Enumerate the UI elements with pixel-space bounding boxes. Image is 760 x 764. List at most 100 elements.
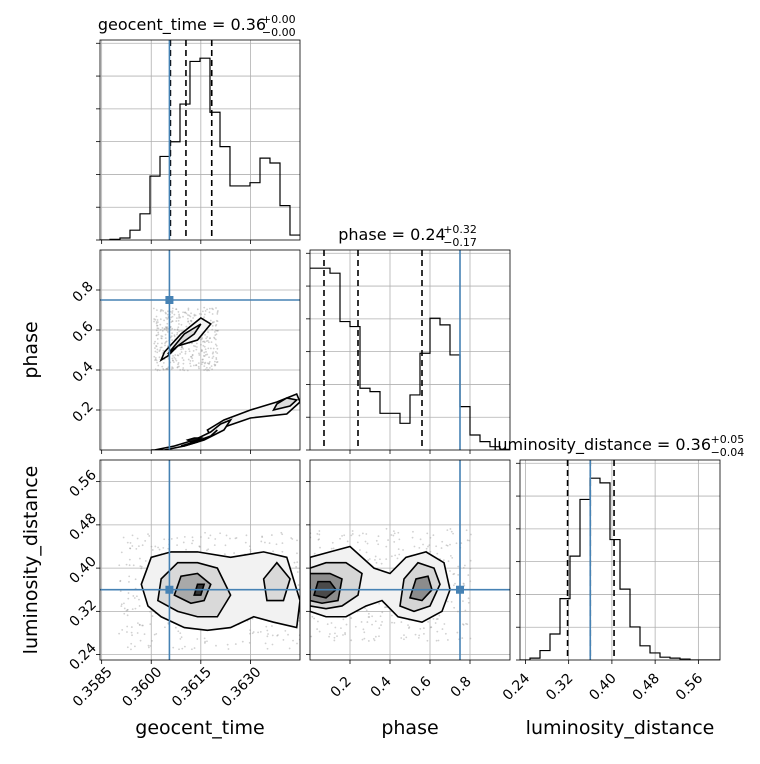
scatter-point xyxy=(177,319,180,322)
scatter-point xyxy=(318,530,321,532)
scatter-point xyxy=(211,357,214,360)
scatter-point xyxy=(403,638,405,641)
scatter-point xyxy=(128,575,131,578)
scatter-point xyxy=(200,350,203,353)
scatter-point xyxy=(342,634,344,636)
scatter-point xyxy=(464,609,467,612)
scatter-point xyxy=(343,534,346,537)
scatter-point xyxy=(331,541,334,544)
scatter-point xyxy=(350,534,353,537)
title-text: phase = 0.24 xyxy=(338,225,445,244)
scatter-point xyxy=(162,367,165,370)
x-tick-label: 0.3615 xyxy=(169,664,215,710)
panel-frame xyxy=(309,459,511,661)
scatter-point xyxy=(147,533,149,536)
scatter-point xyxy=(308,549,310,551)
scatter-point xyxy=(359,549,361,551)
scatter-point xyxy=(139,565,142,568)
scatter-point xyxy=(127,592,130,594)
scatter-point xyxy=(275,543,278,546)
scatter-point xyxy=(160,309,163,311)
scatter-point xyxy=(450,530,453,533)
scatter-point xyxy=(130,642,133,645)
scatter-point xyxy=(204,642,206,644)
scatter-point xyxy=(122,536,125,539)
scatter-point xyxy=(154,356,157,359)
scatter-point xyxy=(380,624,382,626)
scatter-point xyxy=(182,347,184,350)
scatter-point xyxy=(291,628,293,630)
scatter-point xyxy=(209,534,212,537)
scatter-point xyxy=(211,321,214,324)
contour-line xyxy=(310,545,451,624)
scatter-point xyxy=(206,353,209,356)
y-tick-label: 0.8 xyxy=(70,279,97,306)
y-tick-label: 0.48 xyxy=(66,510,99,543)
scatter-point xyxy=(166,368,169,371)
scatter-point xyxy=(136,537,139,540)
scatter-point xyxy=(293,566,295,568)
scatter-point xyxy=(209,347,212,350)
scatter-point xyxy=(334,626,337,629)
scatter-point xyxy=(155,321,158,323)
scatter-point xyxy=(270,534,273,536)
scatter-point xyxy=(200,336,203,339)
scatter-point xyxy=(414,633,417,636)
scatter-point xyxy=(165,368,167,371)
scatter-point xyxy=(419,627,422,630)
scatter-point xyxy=(235,537,238,539)
scatter-point xyxy=(340,627,342,630)
scatter-point xyxy=(178,365,180,368)
scatter-point xyxy=(176,333,178,336)
scatter-point xyxy=(171,359,174,362)
scatter-point xyxy=(214,350,217,353)
scatter-point xyxy=(165,327,168,329)
scatter-point xyxy=(171,312,174,314)
title-text: geocent_time = 0.36 xyxy=(98,15,266,35)
scatter-point xyxy=(307,537,309,539)
contour-line xyxy=(310,572,343,605)
scatter-point xyxy=(176,354,179,357)
scatter-point xyxy=(166,331,169,333)
scatter-point xyxy=(296,571,299,573)
scatter-point xyxy=(129,547,132,550)
scatter-point xyxy=(205,366,208,369)
scatter-point xyxy=(244,541,247,544)
scatter-point xyxy=(176,366,179,368)
scatter-point xyxy=(173,334,176,337)
scatter-point xyxy=(203,637,206,640)
scatter-point xyxy=(449,554,452,557)
scatter-point xyxy=(217,329,220,332)
scatter-point xyxy=(129,547,131,550)
scatter-point xyxy=(181,346,184,349)
scatter-point xyxy=(130,626,133,628)
scatter-point xyxy=(374,558,376,561)
scatter-point xyxy=(179,369,182,371)
scatter-point xyxy=(128,564,131,567)
scatter-point xyxy=(377,543,380,546)
scatter-point xyxy=(398,538,401,541)
scatter-point xyxy=(158,350,161,352)
scatter-point xyxy=(134,607,137,610)
scatter-point xyxy=(212,355,215,358)
scatter-point xyxy=(241,640,244,643)
scatter-point xyxy=(390,534,393,536)
scatter-point xyxy=(171,307,174,310)
scatter-point xyxy=(306,559,308,561)
scatter-point xyxy=(188,314,191,317)
y-tick-label: 0.40 xyxy=(66,554,99,587)
scatter-point xyxy=(413,545,416,548)
scatter-point xyxy=(224,544,227,547)
scatter-point xyxy=(304,580,306,582)
scatter-point xyxy=(408,627,410,630)
scatter-point xyxy=(462,600,464,603)
scatter-point xyxy=(268,542,271,545)
scatter-point xyxy=(385,606,387,608)
scatter-point xyxy=(150,545,153,548)
scatter-point xyxy=(178,313,180,316)
scatter-point xyxy=(384,606,386,609)
scatter-point xyxy=(187,320,190,323)
scatter-point xyxy=(172,361,175,364)
scatter-point xyxy=(311,615,314,618)
scatter-point xyxy=(214,360,216,363)
